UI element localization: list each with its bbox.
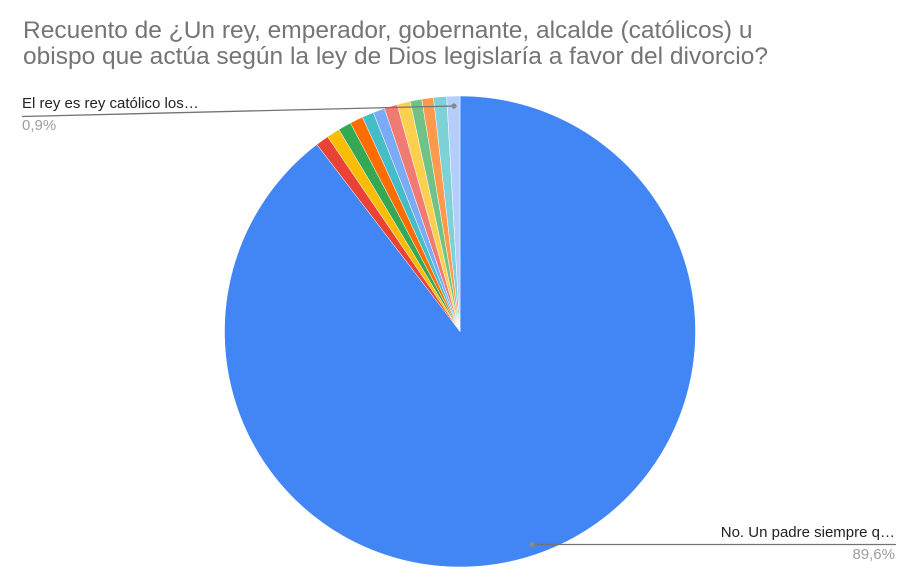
chart-title-line-2: obispo que actúa según la ley de Dios le… [23,43,768,70]
slice-percent-main: 89,6% [852,546,895,563]
leader-line-small [21,105,455,118]
pie-slices [224,95,696,568]
leader-dot-small [451,103,457,109]
slice-percent-small: 0,9% [22,117,57,134]
chart-title: Recuento de ¿Un rey, emperador, gobernan… [23,18,893,70]
slice-label-main: No. Un padre siempre q… [720,524,895,541]
pie-slice [446,95,461,332]
slice-label-small: El rey es rey católico los… [22,95,199,112]
leader-dot-main [529,541,535,548]
chart-title-line-1: Recuento de ¿Un rey, emperador, gobernan… [23,17,753,44]
